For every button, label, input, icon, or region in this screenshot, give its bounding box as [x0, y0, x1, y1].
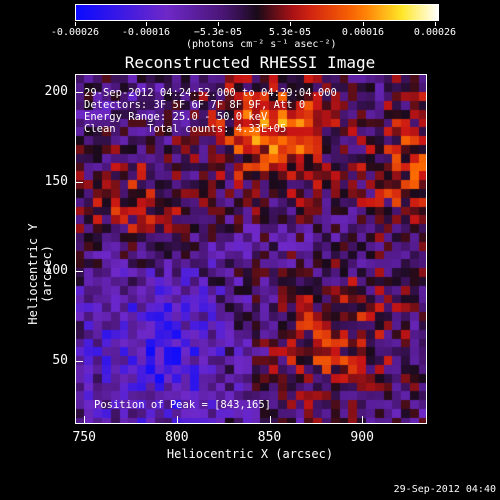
peak-position-text: Position of Peak = [843,165]: [94, 399, 272, 411]
info-time-range: 29-Sep-2012 04:24:52.000 to 04:29:04.000: [84, 87, 337, 99]
colorbar: [75, 4, 439, 21]
plot-title: Reconstructed RHESSI Image: [124, 53, 376, 72]
colorbar-tick: [290, 22, 291, 26]
x-tick: [362, 416, 364, 424]
colorbar-tick: [146, 22, 147, 26]
info-counts: Clean Total counts: 4.33E+05: [84, 123, 287, 135]
colorbar-tick: [218, 22, 219, 26]
y-tick: [75, 91, 83, 93]
colorbar-units: (photons cm⁻² s⁻¹ asec⁻²): [186, 39, 337, 50]
x-tick: [84, 416, 86, 424]
colorbar-tick: [75, 22, 76, 26]
colorbar-tick: [435, 22, 436, 26]
y-tick-label: 150: [44, 173, 68, 189]
heatmap-image: [76, 75, 426, 423]
x-tick-label: 800: [165, 430, 189, 445]
x-axis-title: Heliocentric X (arcsec): [166, 447, 334, 461]
colorbar-tick-label: 5.3e-05: [268, 27, 312, 38]
colorbar-tick-label: -0.00026: [50, 27, 100, 38]
y-axis-title: Heliocentric Y (arcsec): [26, 223, 54, 325]
y-tick-label: 100: [44, 263, 68, 279]
x-tick: [176, 416, 178, 424]
y-tick: [75, 271, 83, 273]
plot-area: 29-Sep-2012 04:24:52.000 to 04:29:04.000…: [75, 74, 427, 424]
y-tick: [75, 181, 83, 183]
colorbar-tick-label: 0.00016: [341, 27, 385, 38]
info-energy-range: Energy Range: 25.0 - 50.0 keV: [84, 111, 268, 123]
x-tick-label: 900: [350, 430, 374, 445]
colorbar-tick: [363, 22, 364, 26]
footer-timestamp: 29-Sep-2012 04:40: [393, 484, 496, 495]
colorbar-tick-label: 0.00026: [413, 27, 457, 38]
y-tick: [75, 361, 83, 363]
y-tick-label: 200: [44, 83, 68, 99]
y-tick-label: 50: [52, 353, 68, 369]
colorbar-tick-label: −5.3e-05: [193, 27, 243, 38]
x-tick: [269, 416, 271, 424]
x-tick-label: 850: [257, 430, 282, 445]
info-detectors: Detectors: 3F 5F 6F 7F 8F 9F, Att 0: [84, 99, 306, 111]
x-tick-label: 750: [72, 430, 96, 445]
colorbar-tick-label: -0.00016: [121, 27, 171, 38]
